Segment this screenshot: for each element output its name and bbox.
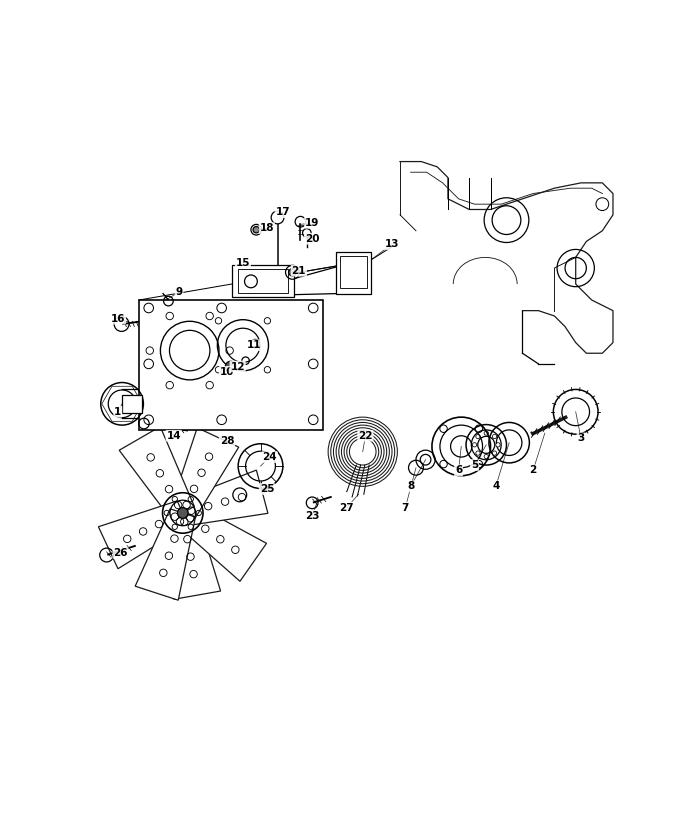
Text: 12: 12 bbox=[230, 362, 245, 372]
Polygon shape bbox=[175, 502, 267, 582]
Text: 19: 19 bbox=[305, 218, 319, 228]
Text: 26: 26 bbox=[113, 548, 128, 558]
Circle shape bbox=[473, 443, 477, 447]
Text: 7: 7 bbox=[402, 503, 409, 513]
Circle shape bbox=[289, 268, 296, 276]
Text: 21: 21 bbox=[291, 266, 306, 276]
Polygon shape bbox=[120, 426, 194, 520]
Text: 16: 16 bbox=[111, 314, 125, 324]
Text: 15: 15 bbox=[236, 258, 250, 268]
Text: 6: 6 bbox=[455, 465, 462, 476]
Text: 9: 9 bbox=[175, 287, 183, 297]
Circle shape bbox=[177, 508, 188, 518]
Bar bbox=[139, 300, 323, 430]
Text: 5: 5 bbox=[471, 460, 478, 470]
Text: 22: 22 bbox=[358, 431, 372, 441]
Circle shape bbox=[476, 451, 480, 455]
Bar bbox=[122, 395, 142, 413]
Text: 8: 8 bbox=[407, 482, 414, 491]
Circle shape bbox=[253, 226, 260, 233]
Text: 3: 3 bbox=[577, 434, 585, 444]
Text: 14: 14 bbox=[166, 431, 181, 441]
Polygon shape bbox=[179, 470, 268, 526]
Text: 1: 1 bbox=[114, 407, 122, 417]
Text: 23: 23 bbox=[305, 510, 319, 520]
Text: 27: 27 bbox=[339, 503, 354, 513]
Polygon shape bbox=[135, 509, 195, 601]
Polygon shape bbox=[170, 428, 239, 519]
Text: 17: 17 bbox=[275, 207, 290, 217]
Circle shape bbox=[271, 211, 284, 224]
Text: 28: 28 bbox=[220, 436, 234, 446]
Bar bbox=[238, 269, 289, 293]
Polygon shape bbox=[98, 501, 188, 569]
Text: 18: 18 bbox=[260, 223, 274, 233]
Text: 24: 24 bbox=[262, 452, 277, 462]
Text: 13: 13 bbox=[385, 239, 399, 249]
Circle shape bbox=[493, 451, 497, 455]
Text: 25: 25 bbox=[260, 484, 274, 494]
Text: 10: 10 bbox=[220, 367, 234, 377]
Polygon shape bbox=[170, 510, 221, 599]
Circle shape bbox=[496, 443, 500, 447]
Circle shape bbox=[476, 434, 480, 439]
Circle shape bbox=[225, 361, 236, 372]
Text: 20: 20 bbox=[305, 234, 319, 244]
Bar bbox=[340, 256, 367, 288]
Bar bbox=[336, 252, 371, 293]
Circle shape bbox=[484, 454, 488, 458]
Bar bbox=[232, 265, 293, 297]
Circle shape bbox=[484, 431, 488, 435]
Circle shape bbox=[493, 434, 497, 439]
Text: 2: 2 bbox=[530, 465, 537, 476]
Text: 11: 11 bbox=[247, 340, 261, 350]
Text: 4: 4 bbox=[492, 482, 499, 491]
